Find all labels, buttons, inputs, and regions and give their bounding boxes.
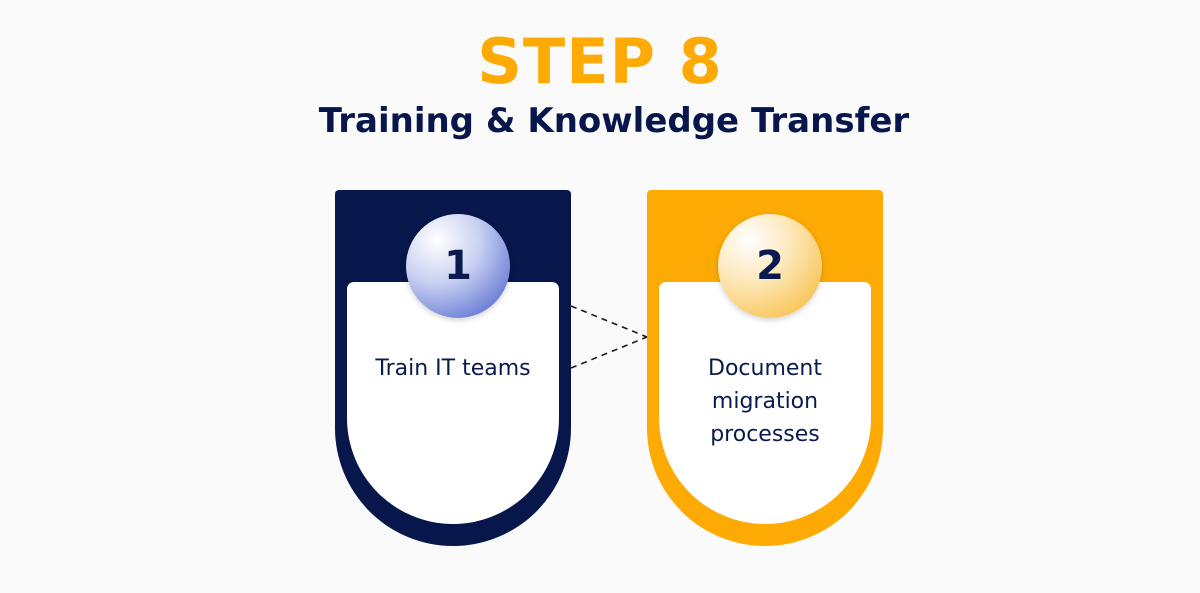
connector-line-top xyxy=(570,305,648,338)
step-card-2-body: Document migration processes xyxy=(659,282,871,524)
connector-line-bottom xyxy=(570,336,648,369)
step-card-1: 1 Train IT teams xyxy=(335,190,571,546)
step-number-badge-2: 2 xyxy=(718,214,822,318)
step-number-badge-1: 1 xyxy=(406,214,510,318)
page-subtitle: Training & Knowledge Transfer xyxy=(318,101,910,141)
step-card-1-body: Train IT teams xyxy=(347,282,559,524)
step-1-text: Train IT teams xyxy=(375,356,531,381)
step-card-2: 2 Document migration processes xyxy=(647,190,883,546)
step-2-text: Document migration processes xyxy=(708,356,822,447)
page-title: STEP 8 xyxy=(477,25,723,98)
dashed-connector xyxy=(570,305,648,369)
